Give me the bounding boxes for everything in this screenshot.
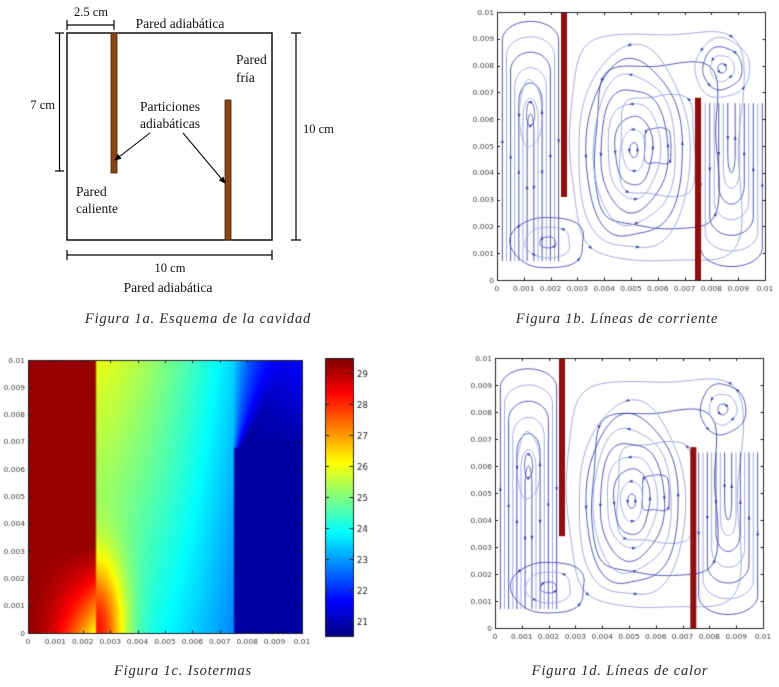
cold-wall-label-line1: Pared [236,52,267,67]
figure-1b-caption: Figura 1b. Líneas de corriente [515,311,719,327]
figure-1d-panel [455,345,779,655]
right-partition-bar [224,99,232,241]
hot-wall-label-line1: Pared [76,184,107,199]
dim-line-2-5cm [66,20,115,30]
hot-wall-label-line2: caliente [76,201,118,216]
bottom-wall-label: Pared adiabática [124,280,213,295]
left-partition-bar [110,32,118,174]
figure-1c-caption: Figura 1c. Isotermas [113,663,253,679]
dim-line-10cm-right [291,32,301,241]
streamlines-canvas-1b [455,0,779,300]
isotherms-canvas-1c [0,345,400,650]
figure-1b-panel [455,0,779,310]
heatlines-canvas-1d [455,345,779,645]
dim-2-5cm-label: 2.5 cm [74,5,108,19]
dim-10cm-bottom-label: 10 cm [155,261,186,275]
dim-line-7cm [55,32,64,172]
dim-10cm-right-label: 10 cm [303,122,334,136]
figure-1a-panel: 2.5 cm Pared adiabática Pared fría 7 cm … [0,0,400,310]
leader-arrow-right-partition [182,132,226,184]
figure-1a-caption: Figura 1a. Esquema de la cavidad [84,311,312,327]
figure-1c-panel [0,345,400,655]
partitions-label-line2: adiabáticas [140,116,200,131]
leader-arrow-left-partition [114,132,151,161]
dim-line-10cm-bottom [66,250,273,260]
figure-1d-caption: Figura 1d. Líneas de calor [531,663,709,679]
cavity-schematic: 2.5 cm Pared adiabática Pared fría 7 cm … [30,5,334,295]
top-wall-label: Pared adiabática [136,16,225,31]
cold-wall-label-line2: fría [236,70,255,85]
cavity-box [66,32,273,241]
dim-7cm-label: 7 cm [30,98,55,112]
partitions-label-line1: Particiones [140,99,200,114]
